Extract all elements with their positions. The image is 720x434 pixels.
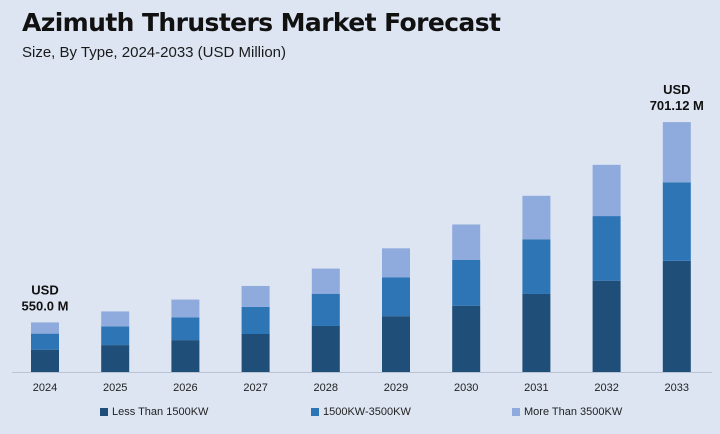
- legend-swatch-1500kw-3500kw: [311, 408, 319, 416]
- legend-label-less-than-1500kw: Less Than 1500KW: [112, 406, 209, 418]
- x-tick-label-2029: 2029: [384, 382, 408, 394]
- legend-item-less-than-1500kw: Less Than 1500KW: [100, 406, 208, 418]
- legend-swatch-more-than-3500kw: [512, 408, 520, 416]
- bar-1500kw-3500kw-2025: [101, 326, 130, 346]
- legend-label-1500kw-3500kw: 1500KW-3500KW: [323, 406, 411, 418]
- x-tick-label-2028: 2028: [314, 382, 338, 394]
- bar-more-than-3500kw-2028: [311, 268, 340, 294]
- x-tick-label-2033: 2033: [665, 382, 689, 394]
- legend-swatch-less-than-1500kw: [100, 408, 108, 416]
- legend: Less Than 1500KW 1500KW-3500KW More Than…: [0, 406, 720, 424]
- chart-subtitle: Size, By Type, 2024-2033 (USD Million): [22, 44, 287, 61]
- legend-item-1500kw-3500kw: 1500KW-3500KW: [311, 406, 411, 418]
- annotation-2024-line2: 550.0 M: [22, 298, 69, 313]
- annotation-2033-line2: 701.12 M: [650, 98, 704, 113]
- bar-1500kw-3500kw-2030: [452, 259, 481, 306]
- bar-1500kw-3500kw-2031: [522, 239, 551, 294]
- bar-more-than-3500kw-2025: [101, 311, 130, 327]
- bar-less-than-1500kw-2024: [31, 349, 59, 372]
- bar-1500kw-3500kw-2029: [382, 277, 410, 317]
- bar-less-than-1500kw-2033: [662, 260, 691, 372]
- bar-less-than-1500kw-2028: [311, 325, 340, 372]
- bar-less-than-1500kw-2030: [452, 305, 481, 372]
- bar-less-than-1500kw-2025: [101, 345, 130, 372]
- x-tick-label-2027: 2027: [243, 382, 267, 394]
- x-tick-label-2024: 2024: [33, 382, 57, 394]
- bar-less-than-1500kw-2027: [241, 334, 270, 372]
- bar-less-than-1500kw-2026: [171, 340, 200, 372]
- x-tick-label-2030: 2030: [454, 382, 478, 394]
- x-tick-label-2026: 2026: [173, 382, 197, 394]
- bar-more-than-3500kw-2031: [522, 195, 551, 240]
- annotation-2024-line1: USD: [31, 282, 58, 297]
- bar-1500kw-3500kw-2027: [241, 306, 270, 335]
- bar-less-than-1500kw-2031: [522, 293, 551, 372]
- bar-1500kw-3500kw-2033: [662, 182, 691, 261]
- x-tick-label-2031: 2031: [524, 382, 548, 394]
- bar-less-than-1500kw-2029: [382, 316, 410, 372]
- annotation-2033-line1: USD: [663, 82, 690, 97]
- bar-1500kw-3500kw-2024: [31, 333, 59, 350]
- bar-more-than-3500kw-2029: [382, 248, 410, 278]
- bar-1500kw-3500kw-2032: [592, 216, 621, 281]
- bar-1500kw-3500kw-2026: [171, 317, 200, 341]
- bar-more-than-3500kw-2033: [662, 122, 691, 183]
- x-tick-label-2025: 2025: [103, 382, 127, 394]
- bar-more-than-3500kw-2026: [171, 299, 200, 318]
- chart-title: Azimuth Thrusters Market Forecast: [22, 8, 501, 37]
- bar-more-than-3500kw-2027: [241, 285, 270, 307]
- legend-item-more-than-3500kw: More Than 3500KW: [512, 406, 622, 418]
- bar-more-than-3500kw-2032: [592, 164, 621, 217]
- x-tick-label-2032: 2032: [594, 382, 618, 394]
- bar-more-than-3500kw-2024: [31, 322, 59, 334]
- bar-1500kw-3500kw-2028: [311, 293, 340, 326]
- legend-label-more-than-3500kw: More Than 3500KW: [524, 406, 623, 418]
- bar-less-than-1500kw-2032: [592, 280, 621, 372]
- bar-more-than-3500kw-2030: [452, 224, 481, 260]
